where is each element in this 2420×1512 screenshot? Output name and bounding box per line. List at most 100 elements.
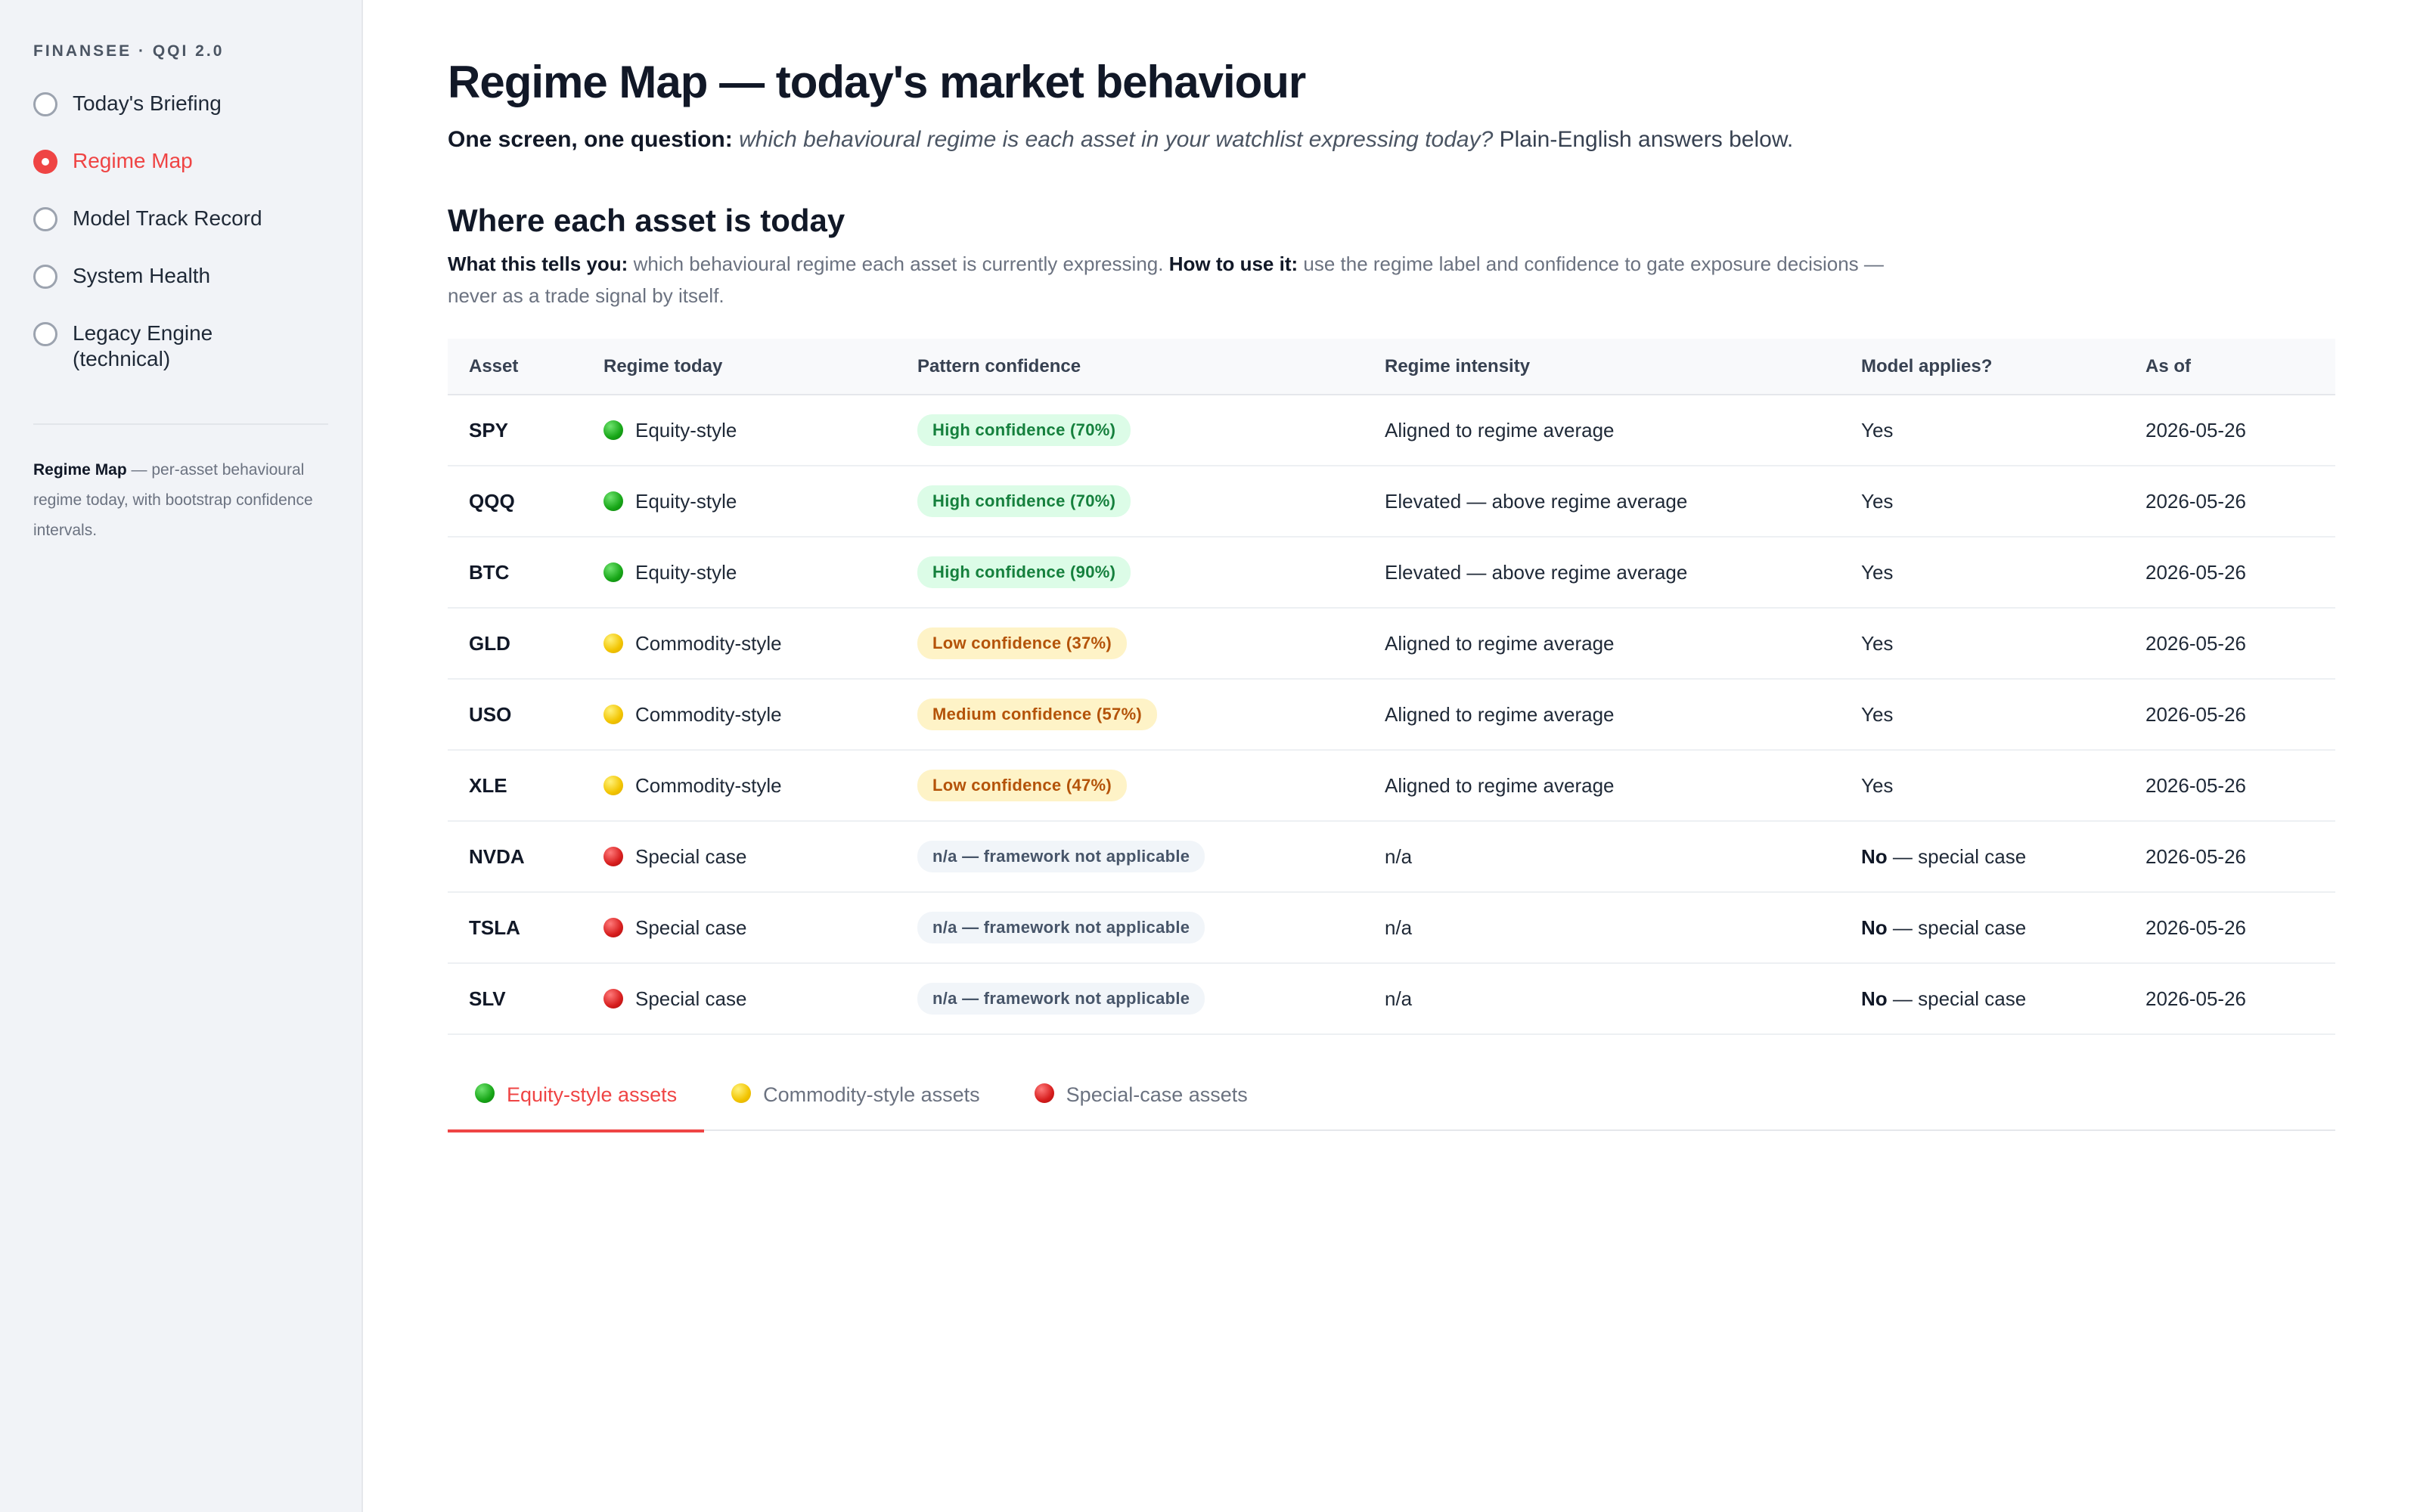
asset-cell: USO [448, 679, 582, 751]
confidence-badge: n/a — framework not applicable [917, 983, 1205, 1015]
column-header-regime[interactable]: Regime today [582, 339, 896, 395]
tab-label: Commodity-style assets [763, 1083, 980, 1106]
intensity-cell: Aligned to regime average [1364, 608, 1840, 680]
confidence-badge: High confidence (70%) [917, 485, 1131, 517]
radio-selected-icon [33, 150, 57, 174]
section-title: Where each asset is today [448, 203, 845, 238]
regime-label: Commodity-style [635, 773, 782, 797]
column-header-asset[interactable]: Asset [448, 339, 582, 395]
confidence-badge: n/a — framework not applicable [917, 841, 1205, 872]
subtitle-rest: Plain-English answers below. [1499, 127, 1794, 152]
column-header-confidence[interactable]: Pattern confidence [896, 339, 1364, 395]
regime-label: Special case [635, 987, 747, 1010]
table-row[interactable]: XLE Commodity-style Low confidence (47%) Al… [448, 750, 2335, 822]
sidebar-item-legacy-engine[interactable]: Legacy Engine (technical) [33, 310, 328, 383]
table-header-row: Asset Regime today Pattern confidence Re… [448, 339, 2335, 395]
regime-cell: Commodity-style [582, 750, 896, 822]
radio-icon [33, 322, 57, 346]
regime-label: Equity-style [635, 418, 737, 442]
table-row[interactable]: QQQ Equity-style High confidence (70%) Elev… [448, 466, 2335, 538]
asset-cell: XLE [448, 750, 582, 822]
regime-label: Commodity-style [635, 631, 782, 655]
green-dot-icon [475, 1083, 495, 1103]
what-text: which behavioural regime each asset is c… [633, 253, 1164, 275]
sidebar-item-label: System Health [73, 264, 211, 287]
confidence-cell: Low confidence (37%) [896, 608, 1364, 680]
regime-cell: Equity-style [582, 537, 896, 609]
intensity-cell: n/a [1364, 963, 1840, 1035]
as-of-cell: 2026-05-26 [2124, 821, 2335, 893]
tab-equity-style[interactable]: Equity-style assets [448, 1058, 705, 1132]
intensity-cell: Elevated — above regime average [1364, 537, 1840, 609]
table-row[interactable]: TSLA Special case n/a — framework not appl… [448, 892, 2335, 964]
model-applies-cell: Yes [1840, 750, 2124, 822]
regime-label: Special case [635, 844, 747, 868]
confidence-cell: n/a — framework not applicable [896, 963, 1364, 1035]
model-applies-cell: Yes [1840, 466, 2124, 538]
green-dot-icon [603, 562, 623, 582]
model-applies-cell: No — special case [1840, 821, 2124, 893]
sidebar: FINANSEE · QQI 2.0 Today's Briefing Regi… [0, 0, 363, 1512]
table-row[interactable]: SPY Equity-style High confidence (70%) Alig… [448, 395, 2335, 466]
as-of-cell: 2026-05-26 [2124, 395, 2335, 466]
model-applies-flag: No [1861, 916, 1888, 939]
sidebar-note-title: Regime Map [33, 461, 127, 479]
model-applies-text: Yes [1861, 489, 1894, 513]
regime-cell: Commodity-style [582, 679, 896, 751]
as-of-cell: 2026-05-26 [2124, 537, 2335, 609]
model-applies-cell: Yes [1840, 608, 2124, 680]
intensity-cell: Elevated — above regime average [1364, 466, 1840, 538]
confidence-badge: Low confidence (37%) [917, 627, 1128, 659]
regime-table: Asset Regime today Pattern confidence Re… [448, 339, 2335, 1035]
table-row[interactable]: NVDA Special case n/a — framework not appl… [448, 821, 2335, 893]
column-header-as-of[interactable]: As of [2124, 339, 2335, 395]
table-row[interactable]: USO Commodity-style Medium confidence (57%… [448, 679, 2335, 751]
sidebar-divider [33, 423, 328, 425]
green-dot-icon [603, 420, 623, 440]
model-applies-text: Yes [1861, 418, 1894, 442]
column-header-intensity[interactable]: Regime intensity [1364, 339, 1840, 395]
radio-icon [33, 265, 57, 289]
how-label: How to use it: [1168, 253, 1298, 275]
asset-cell: TSLA [448, 892, 582, 964]
asset-cell: BTC [448, 537, 582, 609]
tab-commodity-style[interactable]: Commodity-style assets [704, 1058, 1007, 1131]
sidebar-item-model-track-record[interactable]: Model Track Record [33, 195, 328, 242]
model-applies-text: Yes [1861, 631, 1894, 655]
confidence-badge: n/a — framework not applicable [917, 912, 1205, 943]
regime-cell: Special case [582, 963, 896, 1035]
yellow-dot-icon [603, 633, 623, 653]
confidence-cell: Medium confidence (57%) [896, 679, 1364, 751]
model-applies-flag: No [1861, 987, 1888, 1010]
as-of-cell: 2026-05-26 [2124, 679, 2335, 751]
asset-cell: QQQ [448, 466, 582, 538]
regime-label: Equity-style [635, 560, 737, 584]
table-row[interactable]: GLD Commodity-style Low confidence (37%) Al… [448, 608, 2335, 680]
regime-label: Commodity-style [635, 702, 782, 726]
sidebar-item-todays-briefing[interactable]: Today's Briefing [33, 80, 328, 127]
red-dot-icon [603, 846, 623, 866]
radio-icon [33, 92, 57, 116]
sidebar-item-regime-map[interactable]: Regime Map [33, 138, 328, 184]
intensity-cell: Aligned to regime average [1364, 395, 1840, 466]
model-applies-text: — special case [1887, 916, 2027, 939]
regime-cell: Special case [582, 892, 896, 964]
column-header-model-applies[interactable]: Model applies? [1840, 339, 2124, 395]
confidence-badge: High confidence (90%) [917, 556, 1131, 588]
table-row[interactable]: SLV Special case n/a — framework not appli… [448, 963, 2335, 1035]
regime-label: Special case [635, 916, 747, 939]
table-row[interactable]: BTC Equity-style High confidence (90%) Elev… [448, 537, 2335, 609]
sidebar-item-label: Today's Briefing [73, 91, 222, 115]
regime-cell: Special case [582, 821, 896, 893]
as-of-cell: 2026-05-26 [2124, 750, 2335, 822]
red-dot-icon [603, 917, 623, 937]
tab-special-case[interactable]: Special-case assets [1007, 1058, 1275, 1131]
green-dot-icon [603, 491, 623, 511]
sidebar-item-system-health[interactable]: System Health [33, 253, 328, 299]
sidebar-note: Regime Map — per-asset behavioural regim… [33, 455, 328, 546]
regime-cell: Equity-style [582, 395, 896, 466]
section-description: What this tells you: which behavioural r… [448, 248, 1930, 311]
yellow-dot-icon [603, 704, 623, 724]
intensity-cell: Aligned to regime average [1364, 750, 1840, 822]
confidence-cell: n/a — framework not applicable [896, 821, 1364, 893]
